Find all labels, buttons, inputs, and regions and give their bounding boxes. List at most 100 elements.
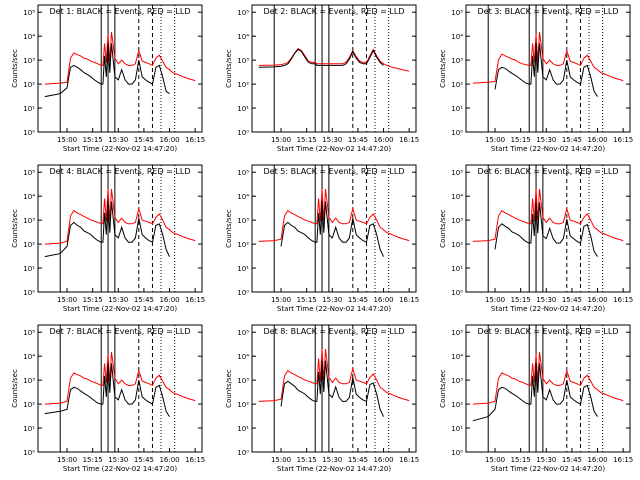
x-tick-label: 16:00	[373, 136, 393, 144]
x-tick-label: 15:45	[348, 296, 368, 304]
y-tick-label: 10¹	[451, 425, 463, 433]
x-tick-label: 16:00	[159, 296, 179, 304]
y-tick-label: 10¹	[451, 105, 463, 113]
y-tick-label: 10⁰	[451, 289, 463, 297]
series-line-red	[472, 31, 624, 84]
x-tick-label: 16:15	[185, 456, 205, 464]
y-tick-label: 10³	[237, 57, 249, 65]
y-tick-label: 10⁴	[23, 353, 35, 361]
y-tick-label: 10²	[451, 241, 463, 249]
x-tick-label: 15:30	[108, 296, 128, 304]
y-tick-label: 10³	[451, 377, 463, 385]
x-tick-label: 15:30	[322, 136, 342, 144]
x-tick-label: 15:15	[83, 456, 103, 464]
y-axis-label: Counts/sec	[225, 49, 233, 88]
chart-panel-7: 10⁰ 10¹ 10² 10³ 10⁴ 10⁵ 15:00 15:15 15:30 15:45 16…	[11, 324, 205, 473]
x-tick-label: 15:30	[536, 296, 556, 304]
x-axis-label: Start Time (22-Nov-02 14:47:20)	[277, 305, 391, 313]
x-tick-label: 15:45	[134, 456, 154, 464]
y-axis-label: Counts/sec	[225, 209, 233, 248]
y-tick-label: 10⁰	[23, 129, 35, 137]
x-tick-label: 15:00	[271, 296, 291, 304]
y-tick-label: 10²	[23, 401, 35, 409]
x-tick-label: 15:30	[536, 456, 556, 464]
x-tick-label: 16:15	[613, 456, 633, 464]
x-tick-label: 15:45	[562, 296, 582, 304]
x-tick-label: 15:00	[57, 456, 77, 464]
x-tick-label: 16:15	[185, 296, 205, 304]
y-tick-label: 10⁵	[237, 9, 249, 17]
series-line-black	[44, 201, 170, 258]
chart-panel-6: 10⁰ 10¹ 10² 10³ 10⁴ 10⁵ 15:00 15:15 15:30 15:45 16…	[439, 164, 633, 313]
panel-title: Det 5: BLACK = Events, RED = LLD	[264, 167, 405, 176]
x-tick-label: 15:00	[485, 136, 505, 144]
series-line-black	[494, 202, 598, 257]
x-tick-label: 15:45	[134, 136, 154, 144]
x-tick-label: 16:15	[613, 136, 633, 144]
plot-frame	[465, 4, 631, 133]
y-tick-label: 10¹	[237, 105, 249, 113]
y-tick-label: 10⁴	[237, 193, 249, 201]
series-line-red	[472, 351, 624, 405]
chart-panel-8: 10⁰ 10¹ 10² 10³ 10⁴ 10⁵ 15:00 15:15 15:30 15:45 16…	[225, 324, 419, 473]
x-axis-label: Start Time (22-Nov-02 14:47:20)	[277, 465, 391, 473]
y-tick-label: 10²	[23, 81, 35, 89]
x-tick-label: 15:45	[134, 296, 154, 304]
y-tick-label: 10⁰	[237, 289, 249, 297]
x-tick-label: 16:00	[159, 456, 179, 464]
series-line-black	[44, 43, 170, 98]
x-tick-label: 16:15	[399, 456, 419, 464]
x-tick-label: 15:15	[511, 296, 531, 304]
x-tick-label: 15:15	[83, 136, 103, 144]
x-tick-label: 15:00	[57, 296, 77, 304]
x-tick-label: 15:00	[271, 136, 291, 144]
y-tick-label: 10²	[451, 81, 463, 89]
x-tick-label: 16:15	[613, 296, 633, 304]
panel-title: Det 9: BLACK = Events, RED = LLD	[478, 327, 619, 336]
x-tick-label: 16:00	[373, 456, 393, 464]
y-tick-label: 10⁴	[237, 353, 249, 361]
y-tick-label: 10⁵	[237, 329, 249, 337]
y-tick-label: 10⁵	[451, 329, 463, 337]
x-tick-label: 15:30	[322, 456, 342, 464]
x-tick-label: 15:30	[322, 296, 342, 304]
panel-title: Det 8: BLACK = Events, RED = LLD	[264, 327, 405, 336]
x-tick-label: 16:15	[399, 296, 419, 304]
y-tick-label: 10¹	[23, 105, 35, 113]
y-tick-label: 10²	[237, 81, 249, 89]
y-tick-label: 10⁴	[451, 353, 463, 361]
y-tick-label: 10⁵	[237, 169, 249, 177]
y-tick-label: 10¹	[23, 265, 35, 273]
y-tick-label: 10²	[237, 241, 249, 249]
chart-panel-9: 10⁰ 10¹ 10² 10³ 10⁴ 10⁵ 15:00 15:15 15:30 15:45 16…	[439, 324, 633, 473]
x-tick-label: 15:00	[271, 456, 291, 464]
chart-panel-1: 10⁰ 10¹ 10² 10³ 10⁴ 10⁵ 15:00 15:15 15:30 15:45 16…	[11, 4, 205, 153]
y-tick-label: 10⁰	[23, 449, 35, 457]
chart-panel-5: 10⁰ 10¹ 10² 10³ 10⁴ 10⁵ 15:00 15:15 15:30 15:45 16…	[225, 164, 419, 313]
x-tick-label: 15:15	[511, 136, 531, 144]
chart-panel-3: 10⁰ 10¹ 10² 10³ 10⁴ 10⁵ 15:00 15:15 15:30 15:45 16…	[439, 4, 633, 153]
plot-frame	[37, 4, 203, 133]
x-axis-label: Start Time (22-Nov-02 14:47:20)	[63, 465, 177, 473]
y-axis-label: Counts/sec	[11, 209, 19, 248]
y-tick-label: 10⁰	[451, 449, 463, 457]
y-axis-label: Counts/sec	[11, 369, 19, 408]
y-axis-label: Counts/sec	[11, 49, 19, 88]
x-tick-label: 15:15	[511, 456, 531, 464]
y-tick-label: 10⁴	[23, 33, 35, 41]
y-tick-label: 10⁵	[23, 9, 35, 17]
y-tick-label: 10⁵	[451, 169, 463, 177]
y-tick-label: 10³	[237, 217, 249, 225]
x-tick-label: 15:00	[57, 136, 77, 144]
x-tick-label: 15:00	[485, 296, 505, 304]
y-tick-label: 10⁴	[451, 33, 463, 41]
series-line-black	[494, 43, 598, 97]
x-tick-label: 15:00	[485, 456, 505, 464]
x-tick-label: 15:45	[348, 136, 368, 144]
series-line-black	[280, 201, 384, 257]
plot-frame	[251, 164, 417, 293]
x-axis-label: Start Time (22-Nov-02 14:47:20)	[277, 145, 391, 153]
series-line-black	[280, 360, 384, 417]
y-tick-label: 10²	[237, 401, 249, 409]
x-axis-label: Start Time (22-Nov-02 14:47:20)	[491, 145, 605, 153]
